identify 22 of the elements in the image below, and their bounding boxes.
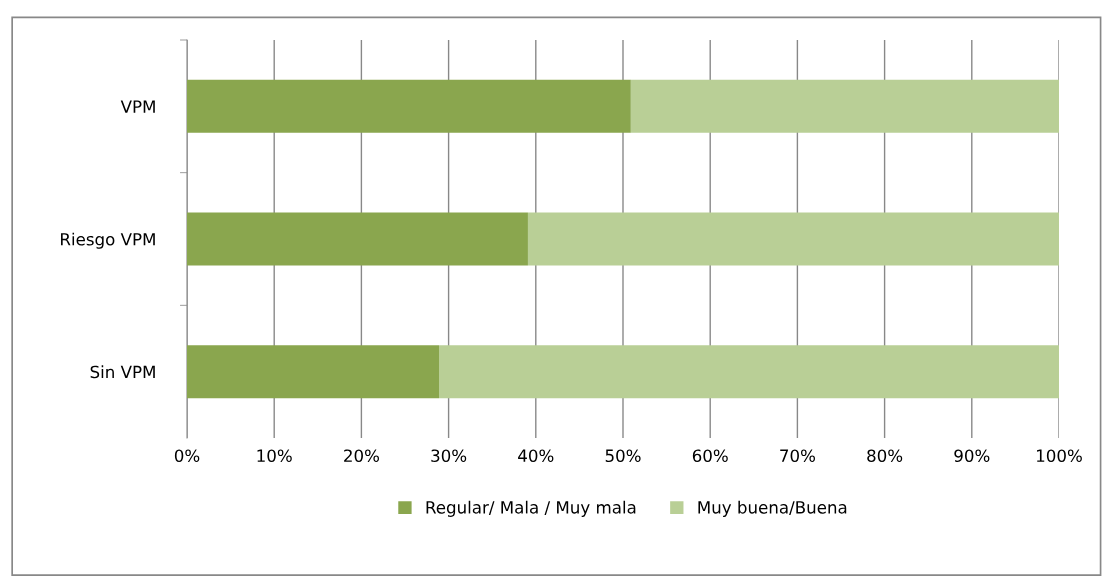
y-tick-label: Sin VPM	[90, 365, 155, 379]
y-tick-label: Riesgo VPM	[61, 232, 155, 249]
x-tick-label: 50%	[605, 449, 641, 463]
bar	[439, 345, 1059, 399]
legend-label: Muy buena/Buena	[698, 500, 847, 517]
x-tick-label: 70%	[780, 449, 815, 463]
x-tick-label: 30%	[431, 449, 467, 463]
y-tick-label: VPM	[120, 100, 155, 113]
bar	[187, 79, 631, 133]
x-tick-label: 100%	[1037, 449, 1082, 463]
x-tick-label: 80%	[867, 449, 903, 463]
x-tick-label: 10%	[257, 449, 292, 463]
bar	[630, 79, 1059, 133]
legend-label: Regular/ Mala / Muy mala	[426, 500, 636, 517]
x-tick-label: 40%	[518, 449, 554, 463]
x-tick-label: 20%	[344, 449, 379, 463]
bar	[527, 212, 1059, 266]
x-tick-label: 60%	[692, 449, 728, 463]
bar	[187, 212, 528, 266]
x-tick-label: 90%	[954, 449, 990, 463]
x-tick-label: 0%	[174, 449, 200, 463]
bar	[187, 345, 440, 399]
